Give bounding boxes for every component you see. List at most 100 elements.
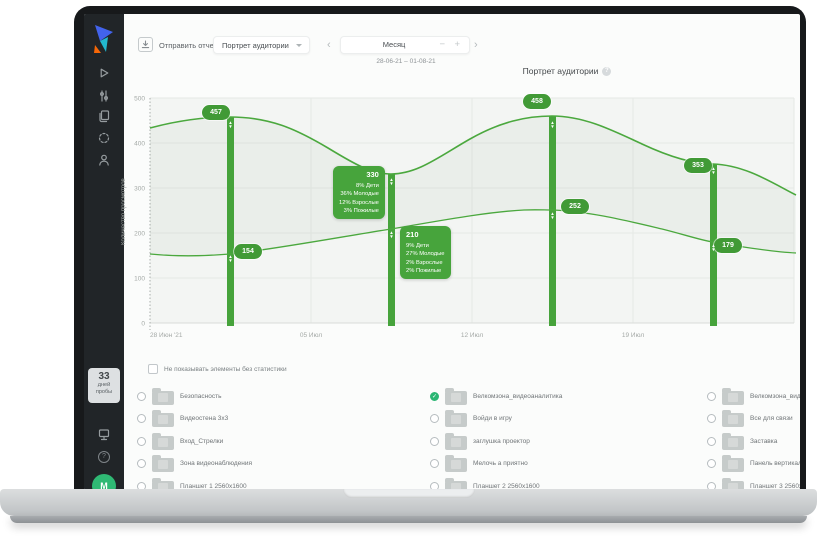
data-bubble: 252 — [561, 199, 589, 214]
radio-unchecked[interactable] — [707, 413, 716, 423]
folder-icon — [445, 454, 467, 472]
download-icon — [141, 40, 150, 49]
radio-unchecked[interactable] — [707, 391, 716, 401]
sidebar-item-documents-icon[interactable] — [97, 109, 111, 123]
data-bubble: 154 — [234, 244, 262, 259]
grid-lines — [150, 97, 795, 323]
svg-text:100: 100 — [134, 276, 145, 283]
list-item[interactable]: заглушка проектор — [430, 432, 530, 450]
folder-icon — [152, 454, 174, 472]
x-tick-labels: 28 Июн '21 05 Июл 12 Июл 19 Июл — [150, 332, 644, 339]
folder-icon — [445, 387, 467, 405]
y-tick-labels: 500 400 300 200 100 0 — [134, 96, 145, 328]
help-icon[interactable]: ? — [98, 451, 110, 463]
folder-icon — [722, 409, 744, 427]
list-item[interactable]: Видеостена 3x3 — [137, 409, 228, 427]
folder-icon — [152, 432, 174, 450]
radio-checked[interactable]: ✓ — [430, 391, 439, 401]
folder-icon — [152, 409, 174, 427]
displays-icon[interactable] — [97, 427, 111, 441]
sidebar-item-sliders-icon[interactable] — [97, 89, 111, 103]
list-item[interactable]: Велкомзона_видеоаналитика — [707, 387, 800, 405]
chevron-down-icon — [296, 44, 302, 47]
sidebar-item-spinner-icon[interactable] — [97, 131, 111, 145]
report-type-select[interactable]: Портрет аудитории — [213, 36, 310, 54]
svg-text:0: 0 — [141, 321, 145, 328]
chart-title: Портрет аудитории ? — [467, 66, 667, 76]
report-type-value: Портрет аудитории — [222, 40, 289, 50]
app-logo[interactable] — [91, 24, 117, 59]
svg-text:200: 200 — [134, 231, 145, 238]
radio-unchecked[interactable] — [137, 391, 146, 401]
next-period-button[interactable]: › — [474, 39, 478, 51]
date-range-label: 28-06-21 – 01-08-21 — [376, 58, 436, 65]
svg-text:300: 300 — [134, 186, 145, 193]
list-item[interactable]: Войди в игру — [430, 409, 512, 427]
list-item[interactable]: Вход_Стрелки — [137, 432, 223, 450]
app-window: 33 дней пробы ? М Отправить отчет — [84, 14, 800, 490]
folder-icon — [445, 432, 467, 450]
radio-unchecked[interactable] — [137, 458, 146, 468]
data-bubble: 457 — [202, 105, 230, 120]
list-item[interactable]: Заставка — [707, 432, 800, 450]
avatar[interactable]: М — [92, 474, 116, 490]
period-value: Месяц — [382, 40, 406, 49]
folder-icon — [152, 387, 174, 405]
list-item[interactable]: Мелочь а приятно — [430, 454, 528, 472]
export-report-button[interactable] — [138, 37, 153, 52]
svg-text:19 Июл: 19 Июл — [622, 332, 644, 339]
laptop-screen: 33 дней пробы ? М Отправить отчет — [74, 6, 806, 490]
svg-text:400: 400 — [134, 141, 145, 148]
laptop-foot — [10, 516, 807, 523]
svg-text:28 Июн '21: 28 Июн '21 — [150, 332, 183, 339]
radio-unchecked[interactable] — [430, 458, 439, 468]
list-item[interactable]: Все для связи — [707, 409, 800, 427]
radio-unchecked[interactable] — [707, 458, 716, 468]
bars[interactable] — [227, 116, 717, 326]
trial-days-caption-2: пробы — [95, 388, 113, 395]
radio-unchecked[interactable] — [137, 436, 146, 446]
data-bubble: 353 — [684, 158, 712, 173]
folder-icon — [722, 454, 744, 472]
zoom-out-button[interactable]: − — [439, 39, 445, 50]
trial-days-caption-1: дней — [97, 382, 111, 388]
radio-unchecked[interactable] — [137, 413, 146, 423]
data-bubble: 179 — [714, 238, 742, 253]
radio-unchecked[interactable] — [430, 413, 439, 423]
trial-days-count: 33 — [98, 371, 110, 382]
list-item[interactable]: ✓ Велкомзона_видеоаналитика — [430, 387, 562, 405]
laptop-base — [0, 489, 817, 516]
prev-period-button[interactable]: ‹ — [327, 39, 331, 51]
sidebar-item-play-icon[interactable] — [97, 66, 111, 80]
list-item[interactable]: Зона видеонаблюдения — [137, 454, 252, 472]
radio-unchecked[interactable] — [707, 436, 716, 446]
list-item[interactable]: Безопасность — [137, 387, 221, 405]
list-item[interactable]: Панель вертикальная внутренняя — [707, 454, 800, 472]
svg-text:500: 500 — [134, 96, 145, 103]
svg-text:12 Июл: 12 Июл — [461, 332, 483, 339]
sidebar-item-profile-icon[interactable] — [97, 153, 111, 167]
hide-without-stats-label: Не показывать элементы без статистики — [164, 365, 287, 373]
folder-icon — [152, 477, 174, 490]
checkbox-unchecked[interactable] — [148, 364, 158, 374]
audience-chart: 500 400 300 200 100 0 28 Июн '21 05 Июл … — [134, 96, 797, 339]
hide-without-stats-toggle[interactable]: Не показывать элементы без статистики — [148, 364, 287, 374]
between-series-area — [150, 116, 796, 256]
audience-tooltip: 210 9% Дети 27% Молодые 2% Взрослые 2% П… — [400, 226, 451, 280]
laptop-base-notch — [342, 489, 475, 498]
chart-help-icon[interactable]: ? — [602, 66, 612, 76]
folder-icon — [722, 477, 744, 490]
zoom-in-button[interactable]: + — [454, 39, 460, 50]
folder-icon — [722, 387, 744, 405]
trial-days-badge: 33 дней пробы — [88, 368, 120, 403]
folder-icon — [722, 432, 744, 450]
radio-unchecked[interactable] — [430, 436, 439, 446]
folder-icon — [445, 409, 467, 427]
folder-icon — [445, 477, 467, 490]
data-bubble: 458 — [523, 94, 551, 109]
period-select[interactable]: Месяц − + — [340, 36, 470, 54]
svg-text:05 Июл: 05 Июл — [300, 332, 322, 339]
sidebar: 33 дней пробы ? М — [84, 14, 124, 490]
audience-tooltip: 330 8% Дети 36% Молодые 12% Взрослые 3% … — [333, 166, 385, 220]
send-report-button[interactable]: Отправить отчет — [159, 41, 217, 50]
